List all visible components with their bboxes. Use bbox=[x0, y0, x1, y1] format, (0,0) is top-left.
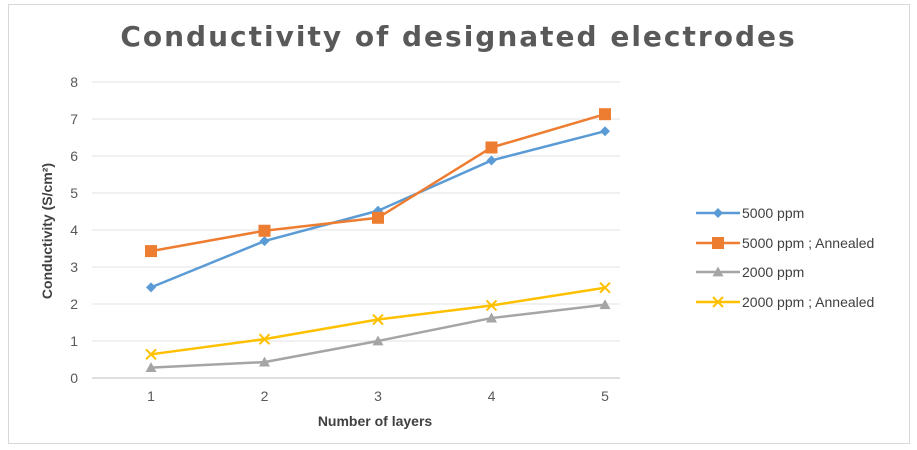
y-tick-label: 8 bbox=[70, 74, 78, 90]
y-tick-label: 5 bbox=[70, 185, 78, 201]
data-point bbox=[372, 211, 384, 224]
data-point bbox=[259, 236, 270, 247]
y-tick-label: 7 bbox=[70, 111, 78, 127]
legend: 5000 ppm 5000 ppm ; Annealed 2000 ppm 2000 … bbox=[696, 205, 874, 310]
series bbox=[145, 282, 611, 361]
x-tick-label: 2 bbox=[261, 388, 269, 404]
y-axis-title: Conductivity (S/cm²) bbox=[39, 163, 55, 299]
data-point bbox=[599, 299, 611, 310]
data-point bbox=[713, 208, 723, 218]
data-point bbox=[258, 333, 271, 345]
series-line bbox=[150, 112, 606, 253]
legend-item: 5000 ppm bbox=[696, 205, 804, 221]
data-point-stroke bbox=[145, 348, 157, 361]
data-point bbox=[146, 282, 156, 293]
data-point-stroke bbox=[712, 296, 724, 308]
data-point bbox=[600, 126, 610, 137]
data-point bbox=[145, 348, 157, 361]
x-tick-label: 5 bbox=[601, 388, 609, 404]
data-point bbox=[712, 296, 724, 308]
y-axis-ticks: 0 1 2 3 4 5 6 7 8 bbox=[70, 74, 78, 386]
y-tick-label: 1 bbox=[70, 333, 78, 349]
data-point bbox=[486, 155, 497, 166]
series-group bbox=[145, 108, 611, 373]
legend-item: 2000 ppm bbox=[696, 264, 804, 280]
y-tick-label: 4 bbox=[70, 222, 78, 238]
x-tick-label: 4 bbox=[488, 388, 496, 404]
data-point bbox=[712, 266, 724, 277]
data-point bbox=[372, 313, 384, 326]
data-point bbox=[599, 282, 611, 294]
data-point-stroke bbox=[372, 313, 384, 326]
data-point-stroke bbox=[485, 299, 498, 312]
data-point bbox=[145, 362, 157, 373]
y-tick-label: 3 bbox=[70, 259, 78, 275]
legend-label: 2000 ppm bbox=[742, 264, 804, 280]
data-point bbox=[485, 299, 498, 312]
data-point bbox=[599, 108, 611, 121]
y-tick-label: 6 bbox=[70, 148, 78, 164]
legend-label: 5000 ppm ; Annealed bbox=[742, 235, 874, 251]
series bbox=[145, 108, 611, 258]
data-point-stroke bbox=[599, 282, 611, 294]
y-tick-label: 2 bbox=[70, 296, 78, 312]
x-axis-ticks: 1 2 3 4 5 bbox=[147, 388, 609, 404]
y-tick-label: 0 bbox=[70, 370, 78, 386]
data-point bbox=[712, 237, 724, 249]
chart-title: Conductivity of designated electrodes bbox=[120, 20, 797, 53]
data-point bbox=[486, 312, 497, 323]
legend-item: 2000 ppm ; Annealed bbox=[696, 294, 874, 310]
legend-label: 5000 ppm bbox=[742, 205, 804, 221]
data-point bbox=[485, 141, 498, 154]
data-point bbox=[258, 224, 271, 237]
x-axis-title: Number of layers bbox=[318, 413, 433, 429]
x-tick-label: 3 bbox=[374, 388, 382, 404]
series bbox=[145, 299, 611, 373]
legend-label: 2000 ppm ; Annealed bbox=[742, 294, 874, 310]
x-tick-label: 1 bbox=[147, 388, 155, 404]
data-point bbox=[259, 356, 270, 367]
data-point bbox=[372, 335, 384, 346]
gridlines bbox=[92, 81, 620, 379]
data-point-stroke bbox=[258, 333, 271, 345]
chart-frame bbox=[8, 4, 910, 444]
legend-item: 5000 ppm ; Annealed bbox=[696, 235, 874, 251]
data-point bbox=[145, 245, 157, 258]
